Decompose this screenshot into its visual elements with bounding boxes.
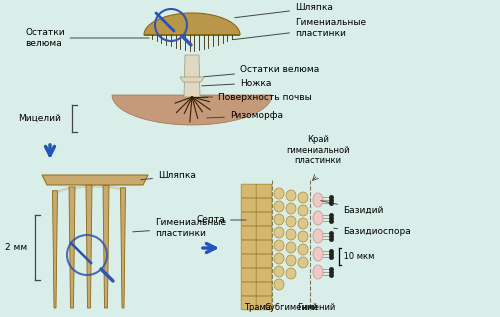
Ellipse shape — [286, 255, 296, 266]
Text: Базидиоспора: Базидиоспора — [334, 228, 411, 236]
FancyBboxPatch shape — [256, 296, 272, 310]
Ellipse shape — [298, 257, 308, 268]
Ellipse shape — [313, 193, 323, 207]
Ellipse shape — [286, 216, 296, 227]
Text: 2 мм: 2 мм — [5, 243, 27, 253]
Polygon shape — [42, 175, 148, 185]
FancyBboxPatch shape — [256, 254, 272, 268]
Ellipse shape — [274, 188, 284, 199]
Polygon shape — [86, 185, 92, 308]
Ellipse shape — [274, 227, 284, 238]
Text: Поверхность почвы: Поверхность почвы — [203, 93, 312, 101]
Polygon shape — [103, 185, 109, 308]
FancyBboxPatch shape — [241, 268, 257, 282]
Ellipse shape — [286, 268, 296, 279]
FancyBboxPatch shape — [256, 226, 272, 240]
Polygon shape — [109, 185, 120, 190]
FancyBboxPatch shape — [241, 240, 257, 254]
Polygon shape — [52, 191, 58, 308]
Polygon shape — [75, 185, 86, 189]
Polygon shape — [144, 13, 240, 35]
Polygon shape — [69, 187, 75, 308]
FancyBboxPatch shape — [241, 212, 257, 226]
FancyBboxPatch shape — [241, 184, 257, 198]
Ellipse shape — [286, 203, 296, 214]
Ellipse shape — [274, 266, 284, 277]
Ellipse shape — [286, 190, 296, 201]
FancyBboxPatch shape — [256, 282, 272, 296]
Text: Ризоморфа: Ризоморфа — [207, 112, 283, 120]
Text: Гимениальные
пластинки: Гимениальные пластинки — [233, 18, 366, 40]
Ellipse shape — [313, 265, 323, 279]
Ellipse shape — [274, 279, 284, 290]
Ellipse shape — [274, 214, 284, 225]
Ellipse shape — [298, 218, 308, 229]
Ellipse shape — [313, 229, 323, 243]
FancyBboxPatch shape — [256, 240, 272, 254]
Ellipse shape — [298, 205, 308, 216]
Text: Субгимений: Субгимений — [264, 303, 318, 312]
Text: Гимениальные
пластинки: Гимениальные пластинки — [133, 218, 226, 238]
Ellipse shape — [298, 244, 308, 255]
Ellipse shape — [274, 240, 284, 251]
Text: Гимений: Гимений — [298, 303, 336, 312]
Polygon shape — [120, 188, 126, 308]
Text: Септа: Септа — [196, 216, 246, 224]
FancyBboxPatch shape — [241, 254, 257, 268]
Text: Край
гимениальной
пластинки: Край гимениальной пластинки — [286, 135, 350, 165]
Text: Трама: Трама — [244, 303, 270, 312]
Text: Мицелий: Мицелий — [18, 113, 61, 122]
Text: Остатки
велюма: Остатки велюма — [25, 28, 149, 48]
Text: 10 мкм: 10 мкм — [341, 252, 374, 261]
Polygon shape — [180, 77, 204, 82]
Ellipse shape — [286, 229, 296, 240]
Polygon shape — [58, 187, 69, 193]
Polygon shape — [92, 185, 103, 187]
Text: Остатки велюма: Остатки велюма — [204, 66, 320, 77]
FancyBboxPatch shape — [256, 212, 272, 226]
Ellipse shape — [298, 231, 308, 242]
Ellipse shape — [313, 247, 323, 261]
Ellipse shape — [298, 192, 308, 203]
Ellipse shape — [274, 201, 284, 212]
Ellipse shape — [313, 211, 323, 225]
FancyBboxPatch shape — [241, 282, 257, 296]
Ellipse shape — [286, 242, 296, 253]
FancyBboxPatch shape — [256, 268, 272, 282]
Ellipse shape — [274, 253, 284, 264]
FancyBboxPatch shape — [256, 198, 272, 212]
FancyBboxPatch shape — [256, 184, 272, 198]
FancyBboxPatch shape — [241, 198, 257, 212]
Polygon shape — [184, 55, 200, 97]
Text: Шляпка: Шляпка — [235, 3, 333, 18]
Text: Ножка: Ножка — [202, 79, 272, 87]
FancyBboxPatch shape — [241, 226, 257, 240]
Text: Базидий: Базидий — [320, 201, 384, 215]
Polygon shape — [112, 95, 272, 125]
FancyBboxPatch shape — [241, 296, 257, 310]
Text: Шляпка: Шляпка — [141, 171, 196, 180]
